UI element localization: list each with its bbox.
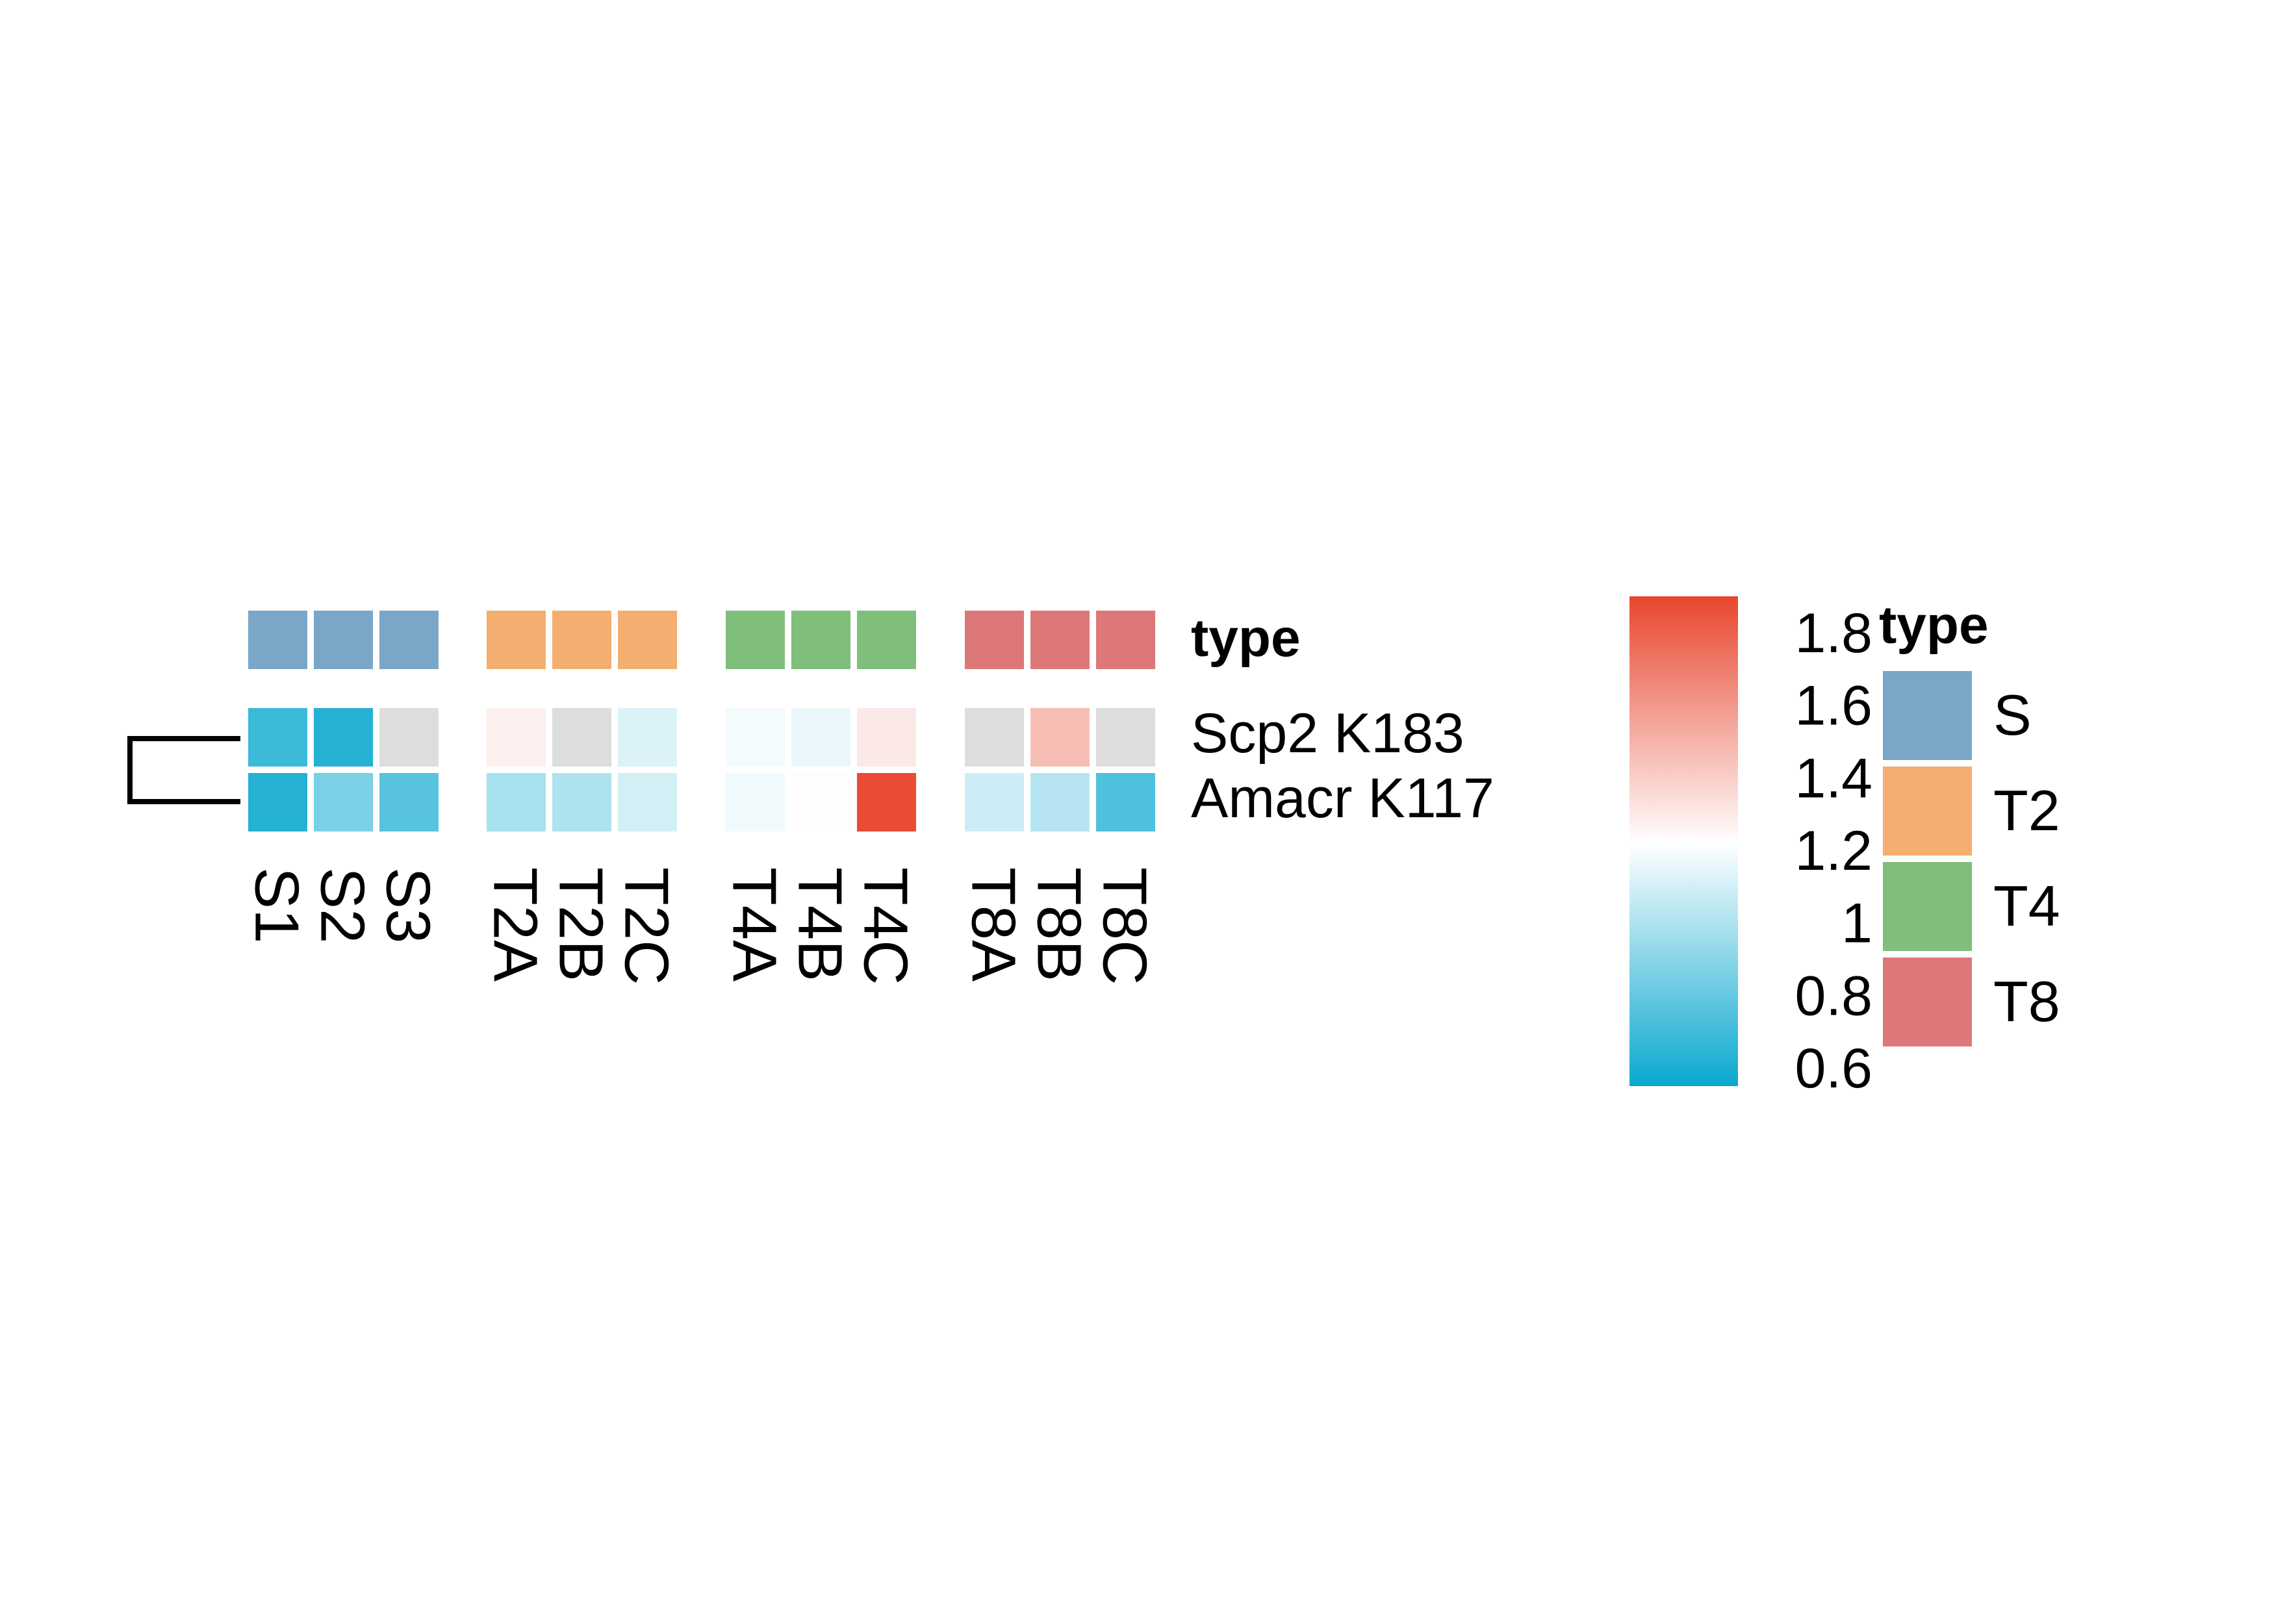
heatmap-cell (487, 708, 546, 767)
column-label: T8A (959, 867, 1028, 982)
legend-label: T8 (1993, 969, 2060, 1034)
heatmap-cell (857, 773, 916, 831)
column-label: S2 (308, 867, 377, 943)
heatmap-cell (1096, 773, 1155, 831)
annotation-cell-S3 (379, 611, 439, 669)
color-scale-tick: 1.6 (1795, 675, 1872, 737)
legend-swatch-T8 (1883, 958, 1972, 1047)
color-scale-tick: 1.8 (1795, 602, 1872, 665)
legend-label: T4 (1993, 874, 2060, 938)
color-scale-tick: 0.8 (1795, 965, 1872, 1027)
column-label: T2A (481, 867, 550, 982)
annotation-cell-T2B (552, 611, 611, 669)
annotation-cell-T2A (487, 611, 546, 669)
heatmap-cell (314, 773, 373, 831)
heatmap-cell (379, 708, 439, 767)
color-scale-tick: 0.6 (1795, 1037, 1872, 1100)
heatmap-cell (791, 773, 850, 831)
heatmap-cell (726, 708, 785, 767)
heatmap-cell (552, 708, 611, 767)
heatmap-cell (248, 708, 307, 767)
type-annotation-bar (248, 611, 1155, 669)
column-label: T8C (1090, 867, 1160, 985)
color-scale-tick: 1 (1841, 893, 1872, 955)
legend-swatch-S (1883, 671, 1972, 760)
annotation-title: type (1191, 609, 1301, 668)
heatmap-cells (248, 708, 1155, 831)
color-scale-tick: 1.4 (1795, 747, 1872, 809)
row-label: Scp2 K183 (1191, 702, 1464, 765)
color-scale-tick-labels: 0.6 0.8 1 1.2 1.4 1.6 1.8 (1795, 602, 1872, 1100)
annotation-cell-T8B (1030, 611, 1090, 669)
column-label: S1 (242, 867, 312, 943)
row-dendrogram (127, 736, 240, 804)
legend-label: T2 (1993, 778, 2060, 843)
legend-swatch-T4 (1883, 862, 1972, 951)
annotation-cell-S2 (314, 611, 373, 669)
annotation-cell-T4C (857, 611, 916, 669)
heatmap-cell (618, 708, 677, 767)
column-label: T2C (612, 867, 682, 985)
heatmap-cell (618, 773, 677, 831)
column-label: T8B (1025, 867, 1094, 982)
heatmap-cell (248, 773, 307, 831)
annotation-cell-T8C (1096, 611, 1155, 669)
column-label: T4B (786, 867, 855, 982)
annotation-cell-T4B (791, 611, 850, 669)
column-label: T2B (546, 867, 616, 982)
legend-swatch-T2 (1883, 767, 1972, 856)
legend-entries: S T2 T4 T8 (1883, 671, 2060, 1047)
annotation-cell-T2C (618, 611, 677, 669)
heatmap-cell (314, 708, 373, 767)
column-label: T4A (720, 867, 789, 982)
heatmap-cell (1030, 708, 1090, 767)
heatmap-cell (791, 708, 850, 767)
color-scale-bar (1629, 596, 1738, 1086)
heatmap-cell (726, 773, 785, 831)
heatmap-cell (552, 773, 611, 831)
heatmap-cell (379, 773, 439, 831)
column-label: S3 (374, 867, 443, 943)
annotation-cell-T8A (965, 611, 1024, 669)
heatmap-cell (1096, 708, 1155, 767)
color-scale-tick: 1.2 (1795, 820, 1872, 882)
annotation-cell-S1 (248, 611, 307, 669)
row-label: Amacr K117 (1191, 767, 1494, 830)
legend-title: type (1879, 596, 1989, 655)
legend-label: S (1993, 683, 2032, 747)
heatmap-cell (965, 773, 1024, 831)
annotation-cell-T4A (726, 611, 785, 669)
column-label: T4C (851, 867, 921, 985)
heatmap-cell (487, 773, 546, 831)
heatmap-cell (965, 708, 1024, 767)
heatmap-cell (857, 708, 916, 767)
heatmap-cell (1030, 773, 1090, 831)
